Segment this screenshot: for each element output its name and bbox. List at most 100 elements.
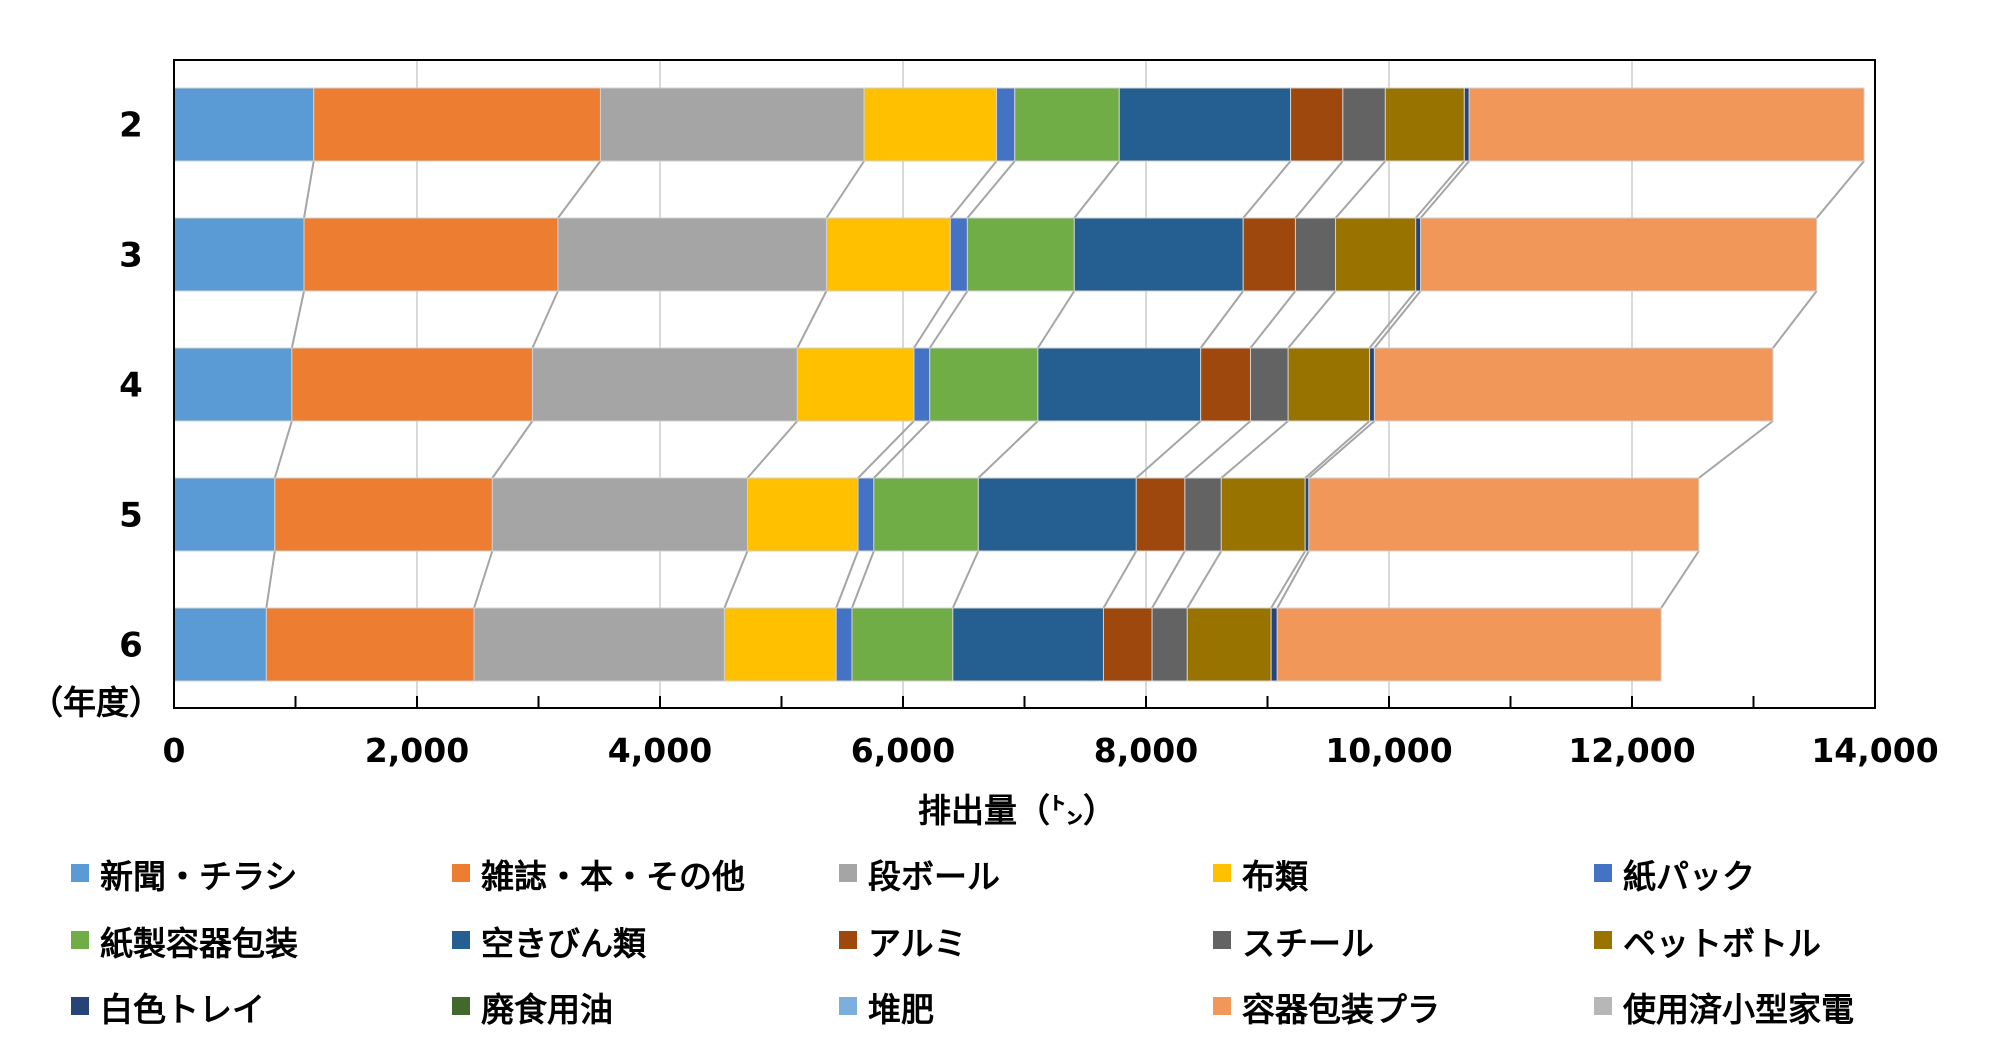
legend-item: 紙パック [1594,857,1755,896]
series-line [1102,550,1138,609]
bar-segment [1287,347,1371,422]
bar-segment [949,217,968,292]
category-label: 4 [119,366,143,406]
legend-label: 段ボール [868,857,1000,896]
series-line [1414,160,1466,219]
x-tick-label: 12,000 [1568,731,1695,770]
bar-segment [913,347,931,422]
bar-segment [1468,87,1865,162]
bar-segment [1276,607,1662,682]
bar-segment [977,477,1137,552]
legend-swatch [452,864,470,882]
legend-item: 新聞・チラシ [71,857,297,896]
legend-item: スチール [1213,924,1374,963]
x-tick-label: 6,000 [851,731,955,770]
bar-segment [173,477,276,552]
legend-label: 紙製容器包装 [100,924,298,963]
legend-item: 段ボール [839,857,1000,896]
series-line [746,420,799,479]
legend-item: 紙製容器包装 [71,924,298,963]
legend-label: 使用済小型家電 [1623,990,1854,1029]
bar-segment [1184,477,1222,552]
series-line [723,550,749,609]
series-line [1242,160,1292,219]
category-label: 6 [119,626,143,666]
legend-label: 空きびん類 [481,924,647,963]
bar-segment [1200,347,1251,422]
series-line [1334,160,1387,219]
legend-swatch [1594,997,1612,1015]
bar-segment [1369,347,1375,422]
bar-segment [1384,87,1465,162]
series-line [1304,420,1371,479]
bar-segment [1420,217,1818,292]
legend-swatch [1213,864,1231,882]
bar-segment [796,347,915,422]
series-line [977,420,1039,479]
legend-label: 紙パック [1623,857,1755,896]
bar-segment [1415,217,1422,292]
bar-segment [274,477,493,552]
bar-segment [557,217,827,292]
bar-segment [291,347,533,422]
series-line [966,160,1016,219]
series-line [1772,290,1818,349]
bar-segment [531,347,798,422]
legend-label: 廃食用油 [481,990,613,1029]
bar-segment [1014,87,1120,162]
series-line [473,550,494,609]
legend-label: ペットボトル [1623,924,1821,963]
bar-segment [1186,607,1272,682]
series-line [1270,550,1307,609]
series-line [1368,290,1417,349]
legend-item: 容器包装プラ [1213,990,1440,1029]
legend-item: 廃食用油 [452,990,613,1029]
legend-label: 容器包装プラ [1242,990,1440,1029]
bar-segment [863,87,998,162]
legend-label: 白色トレイ [100,990,265,1029]
axes [173,59,1876,709]
bar-segment [173,217,305,292]
series-line [1037,290,1076,349]
bar-segment [1463,87,1470,162]
series-line [1294,160,1344,219]
series-line [1660,550,1700,609]
series-line [557,160,602,219]
bar-segment [173,607,267,682]
bar-segment [313,87,601,162]
legend-swatch [71,997,89,1015]
bars [173,87,1865,682]
legend-swatch [452,931,470,949]
x-tick-label: 0 [163,731,186,770]
legend-item: 布類 [1213,857,1309,896]
series-line [290,290,305,349]
bar-segment [966,217,1075,292]
legend-swatch [71,864,89,882]
bar-segment [873,477,979,552]
bar-segment [1073,217,1244,292]
bar-segment [1135,477,1186,552]
series-line [303,160,315,219]
x-axis-title: 排出量（㌧） [918,791,1116,830]
bar-segment [1037,347,1202,422]
legend-swatch [1594,931,1612,949]
bar-segment [1294,217,1337,292]
bar-segment [303,217,559,292]
series-line [531,290,559,349]
series-line [1373,290,1422,349]
bar-segment [1151,607,1188,682]
bar-segment [1335,217,1417,292]
series-line [1135,420,1202,479]
bar-segment [1270,607,1278,682]
bar-segment [173,347,293,422]
series-line [265,550,276,609]
bar-segment [835,607,853,682]
bar-segment [857,477,875,552]
legend-swatch [839,931,857,949]
series-line [825,160,865,219]
series-line [951,550,980,609]
bar-segment [1249,347,1289,422]
legend-swatch [839,864,857,882]
legend-swatch [1213,997,1231,1015]
